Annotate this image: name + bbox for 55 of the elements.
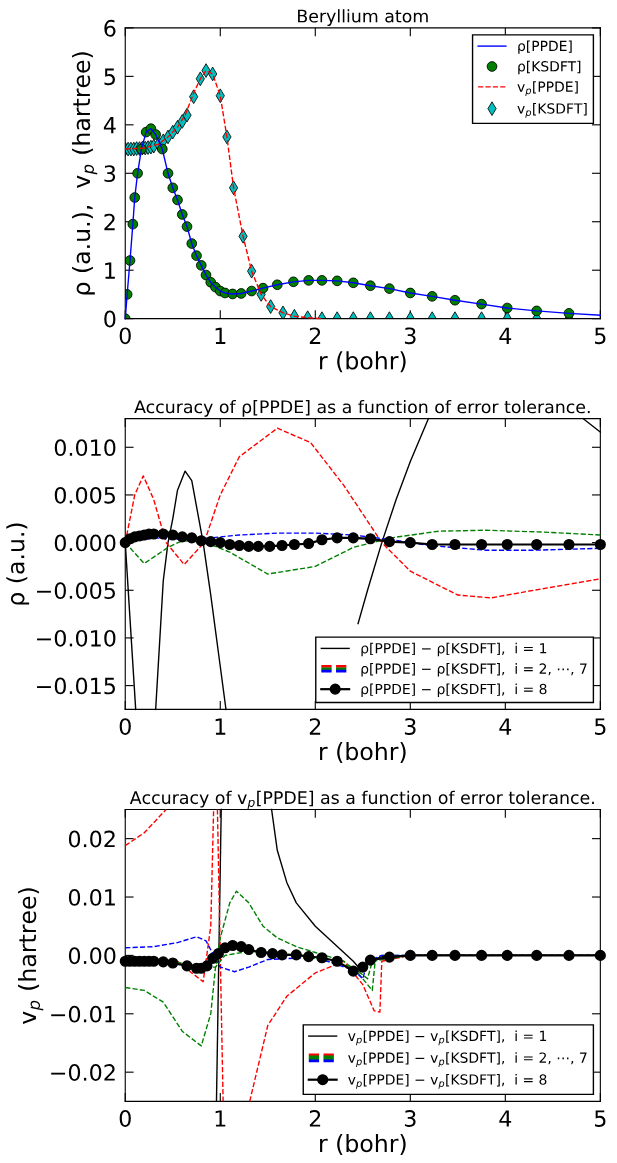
x-tick-label: 5 [594, 718, 606, 735]
x-tick-label: 4 [499, 327, 512, 344]
legend-label: v$_{p}$[KSDFT] [517, 102, 587, 118]
y-tick-label: 0.01 [68, 888, 115, 906]
x-tick-label: 0 [119, 327, 131, 345]
y-tick-label: 0 [104, 310, 116, 328]
chart-title: Beryllium atom [298, 9, 428, 26]
legend-label: v$_{p}$[PPDE] − v$_{p}$[KSDFT], i = 1 [348, 1030, 547, 1046]
legend-label: ρ[PPDE] [518, 40, 572, 54]
y-tick-label: −0.01 [51, 1005, 115, 1023]
x-tick-label: 4 [499, 718, 512, 735]
legend-label: v$_{p}$[PPDE] [517, 81, 578, 97]
y-tick-label: −0.015 [37, 677, 115, 695]
x-tick-label: 3 [404, 327, 416, 345]
x-axis-title: r (bohr) [320, 1133, 406, 1156]
y-axis-title: ρ (a.u.) [6, 523, 30, 605]
x-tick-label: 1 [215, 718, 226, 735]
y-tick-label: 3 [104, 165, 116, 183]
y-tick-label: −0.005 [37, 582, 115, 600]
x-tick-label: 3 [404, 718, 416, 735]
y-axis-title: v$_{p}$ (hartree) [18, 888, 44, 1024]
legend-label: v$_{p}$[PPDE] − v$_{p}$[KSDFT], i = 8 [348, 1074, 547, 1089]
y-tick-label: 5 [104, 68, 115, 86]
x-tick-label: 5 [594, 327, 606, 345]
x-tick-label: 1 [215, 327, 226, 344]
y-tick-label: 0.000 [54, 534, 116, 552]
y-tick-label: 6 [104, 19, 116, 37]
y-tick-label: 1 [105, 262, 115, 279]
x-tick-label: 2 [309, 718, 321, 735]
x-tick-label: 1 [215, 1110, 226, 1127]
y-tick-label: −0.02 [51, 1064, 115, 1081]
y-tick-label: 2 [104, 213, 115, 231]
x-tick-label: 0 [119, 1110, 131, 1127]
y-tick-label: −0.010 [37, 629, 116, 647]
legend-label: ρ[PPDE] − ρ[KSDFT], i = 8 [361, 683, 547, 697]
x-tick-label: 0 [119, 718, 131, 735]
x-tick-label: 2 [309, 327, 321, 344]
x-tick-label: 2 [309, 1110, 321, 1127]
y-tick-label: 0.02 [68, 830, 115, 848]
legend-label: ρ[PPDE] − ρ[KSDFT], i = 2, ⋯, 7 [361, 663, 587, 677]
x-tick-label: 5 [594, 1110, 606, 1127]
y-axis-title: ρ (a.u.), v$_{p}$ (hartree) [71, 52, 98, 295]
x-tick-label: 4 [499, 1110, 512, 1127]
legend-label: v$_{p}$[PPDE] − v$_{p}$[KSDFT], i = 2, ⋯, 7 [348, 1052, 587, 1068]
x-tick-label: 3 [404, 1110, 416, 1127]
legend-label: ρ[PPDE] − ρ[KSDFT], i = 1 [361, 642, 547, 657]
x-axis-title: r (bohr) [320, 351, 406, 373]
x-axis-title: r (bohr) [320, 742, 406, 764]
y-tick-label: 0.00 [68, 947, 116, 965]
y-tick-label: 0.010 [54, 439, 116, 457]
y-tick-label: 0.005 [54, 486, 115, 504]
legend-label: ρ[KSDFT] [518, 60, 581, 75]
y-tick-label: 4 [103, 117, 116, 134]
chart-title: Accuracy of v$_{p}$[PPDE] as a function of error tolerance. [129, 790, 594, 810]
chart-title: Accuracy of ρ[PPDE] as a function of error tolerance. [134, 399, 590, 417]
